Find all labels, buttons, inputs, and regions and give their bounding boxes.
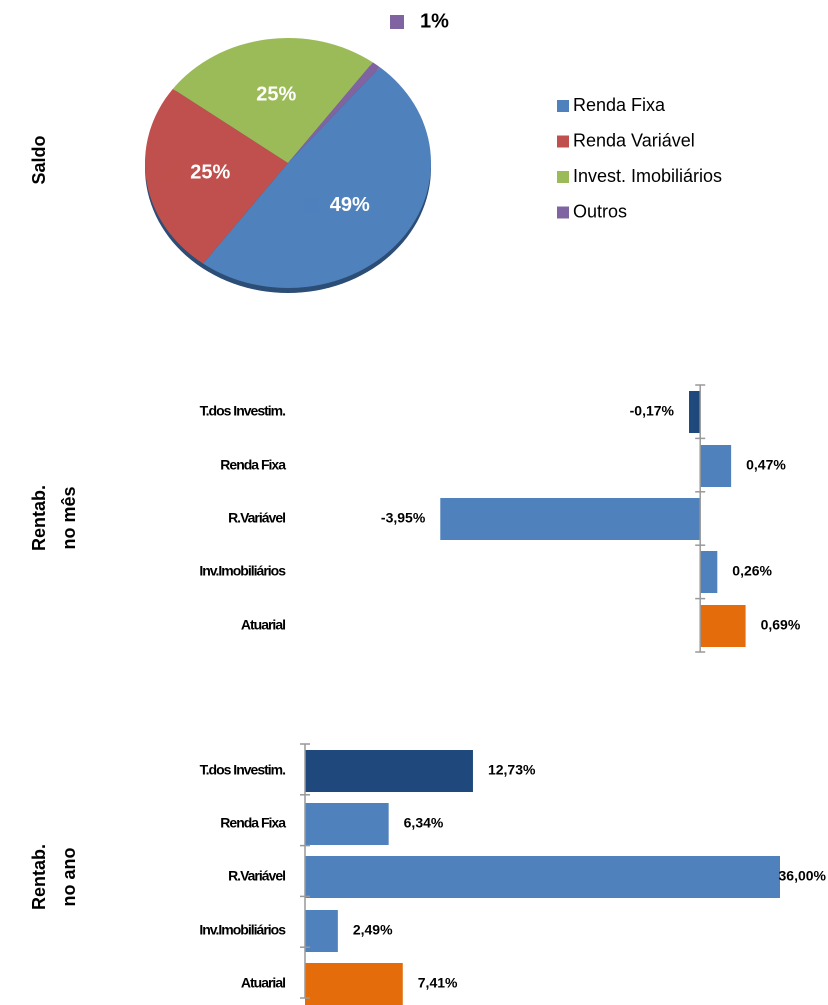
value-label: 6,34% <box>404 815 444 831</box>
legend-label: Renda Variável <box>573 130 695 150</box>
legend-swatch <box>557 171 569 183</box>
legend-swatch <box>557 206 569 219</box>
data-label: 1% <box>420 10 449 32</box>
category-label: R.Variável <box>228 510 285 526</box>
data-label: 25% <box>256 83 296 105</box>
value-label: -0,17% <box>630 403 675 419</box>
bar <box>440 498 701 540</box>
bar <box>305 856 780 898</box>
category-label: T.dos Investim. <box>200 403 285 419</box>
y-label: Rentab. <box>29 485 49 551</box>
pie-slice <box>203 67 432 289</box>
label-swatch <box>165 166 180 181</box>
bar <box>305 910 338 952</box>
value-label: 7,41% <box>418 975 458 991</box>
category-label: Atuarial <box>241 975 285 991</box>
legend-label: Invest. Imobiliários <box>573 166 722 186</box>
value-label: 2,49% <box>353 922 393 938</box>
value-label: 0,69% <box>761 617 801 633</box>
legend-label: Outros <box>573 201 627 221</box>
bar <box>305 963 403 1005</box>
bar <box>700 605 746 647</box>
bar <box>305 750 473 792</box>
label-swatch <box>304 198 319 213</box>
y-label: no ano <box>59 848 79 907</box>
legend-swatch <box>557 135 569 148</box>
value-label: 0,47% <box>746 457 786 473</box>
legend-swatch <box>557 100 569 112</box>
category-label: Inv.Imobiliários <box>199 563 286 579</box>
pie-slice <box>288 62 380 163</box>
bar <box>689 391 701 433</box>
y-label: Saldo <box>29 135 49 184</box>
bar <box>700 551 718 593</box>
value-label: 0,26% <box>732 563 772 579</box>
category-label: R.Variável <box>228 868 285 884</box>
category-label: Renda Fixa <box>220 815 286 831</box>
bar <box>700 445 732 487</box>
category-label: T.dos Investim. <box>200 762 285 778</box>
category-label: Atuarial <box>241 617 285 633</box>
data-label: 25% <box>190 162 230 184</box>
bar <box>305 803 389 845</box>
category-label: Inv.Imobiliários <box>199 922 286 938</box>
label-swatch <box>390 15 404 29</box>
pie-slice <box>172 38 373 164</box>
legend-label: Renda Fixa <box>573 95 666 115</box>
value-label: 12,73% <box>488 762 536 778</box>
data-label: 49% <box>330 194 370 216</box>
category-label: Renda Fixa <box>220 457 286 473</box>
value-label: 36,00% <box>779 868 827 884</box>
label-swatch <box>231 88 246 103</box>
pie-slice <box>145 88 288 264</box>
value-label: -3,95% <box>381 510 426 526</box>
y-label: Rentab. <box>29 844 49 910</box>
y-label: no mês <box>59 486 79 549</box>
